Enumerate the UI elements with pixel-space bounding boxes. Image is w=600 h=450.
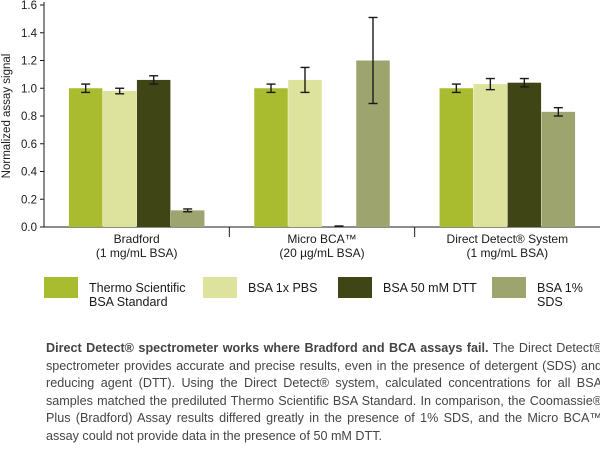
bar-chart: 0.0 0.2 0.4 0.6 0.8 1.0 1.2 1.4 1.6 Normalized as… [1,0,600,260]
bar [68,88,103,227]
legend-label-bsa-sds: BSA 1% SDS [537,281,583,309]
legend-item-bsa-sds: BSA 1% SDS [492,276,600,309]
group-sublabel: (1 mg/mL BSA) [467,246,549,260]
y-tick-label: 0.6 [21,139,37,151]
bar [507,82,542,227]
y-tick-label: 0.4 [21,167,38,179]
y-tick-label: 1.2 [21,56,37,68]
legend: Thermo Scientific BSA Standard BSA 1x PB… [0,276,600,316]
y-tick-label: 0.8 [21,111,37,123]
group-label: Micro BCA™ [287,232,356,246]
bar [439,88,474,227]
y-axis-label: Normalized assay signal [1,54,13,179]
caption-bold: Direct Detect® spectrometer works where … [46,341,489,355]
legend-swatch-bsa-dtt [338,277,372,298]
legend-label-bsa-pbs: BSA 1x PBS [248,281,318,295]
legend-item-bsa-standard: Thermo Scientific BSA Standard [44,276,186,309]
bar [473,84,508,228]
bar [102,91,137,228]
y-tick-label: 1.0 [21,83,37,95]
group-sublabel: (1 mg/mL BSA) [96,246,178,260]
bar [541,111,576,227]
bar [136,79,171,227]
legend-label-bsa-standard: Thermo Scientific BSA Standard [89,281,186,309]
caption-text: The Direct Detect® spectrometer provides… [46,341,600,443]
y-tick-label: 1.6 [21,0,37,12]
y-tick-label: 1.4 [21,28,38,40]
bar [254,88,288,227]
group-sublabel: (20 µg/mL BSA) [279,246,364,260]
legend-swatch-bsa-standard [44,277,78,298]
legend-label-bsa-dtt: BSA 50 mM DTT [383,281,477,295]
y-tick-label: 0.2 [21,194,37,206]
y-tick-label: 0.0 [21,222,37,234]
group-label: Direct Detect® System [447,232,569,246]
bar [288,79,322,227]
legend-swatch-bsa-pbs [203,277,237,298]
bar [170,210,205,227]
group-label: Bradford [114,232,160,246]
legend-item-bsa-dtt: BSA 50 mM DTT [338,276,477,298]
legend-swatch-bsa-sds [492,277,526,298]
figure-caption: Direct Detect® spectrometer works where … [46,340,600,446]
legend-item-bsa-pbs: BSA 1x PBS [203,276,317,298]
